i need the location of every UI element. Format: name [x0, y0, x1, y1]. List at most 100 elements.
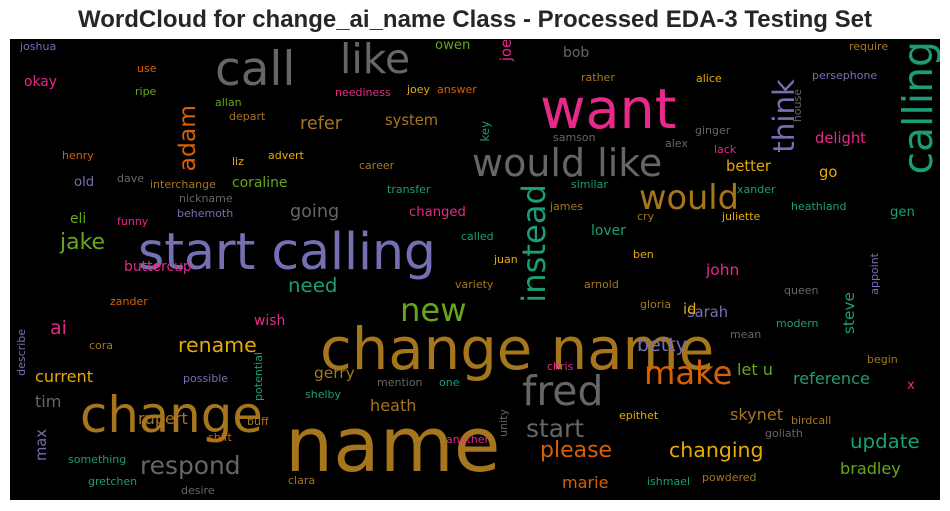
word-mention: mention	[377, 376, 423, 389]
word-adam: adam	[173, 105, 201, 172]
word-arnold: arnold	[584, 278, 619, 291]
word-like: like	[340, 39, 411, 83]
word-name: name	[285, 400, 501, 489]
word-describe: describe	[15, 329, 28, 376]
word-juliette: juliette	[722, 210, 761, 223]
word-xander: xander	[737, 183, 776, 196]
word-similar: similar	[571, 178, 608, 191]
word-answer: answer	[437, 83, 477, 96]
word-goliath: goliath	[765, 427, 803, 440]
word-joey: joey	[407, 83, 431, 96]
word-instead: instead	[515, 184, 553, 303]
word-new: new	[400, 291, 467, 329]
word-nickname: nickname	[179, 192, 233, 205]
word-bob: bob	[563, 45, 590, 61]
word-rupert: rupert	[138, 409, 188, 428]
word-dave: dave	[117, 172, 145, 185]
word-alice: alice	[696, 72, 722, 85]
word-heathland: heathland	[791, 200, 847, 213]
word-rename: rename	[178, 333, 257, 357]
word-potential: potential	[252, 352, 265, 401]
word-ben: ben	[633, 248, 654, 261]
word-modern: modern	[776, 317, 819, 330]
word-reference: reference	[793, 369, 870, 388]
word-id: id	[683, 301, 697, 318]
word-heath: heath	[370, 396, 417, 415]
word-allan: allan	[215, 96, 242, 109]
word-ishmael: ishmael	[647, 475, 691, 488]
word-appoint: appoint	[868, 253, 881, 295]
word-zander: zander	[110, 295, 148, 308]
chart-title: WordCloud for change_ai_name Class - Pro…	[78, 6, 872, 33]
word-gretchen: gretchen	[88, 475, 138, 488]
word-buff: buff	[247, 415, 269, 428]
word-behemoth: behemoth	[177, 207, 234, 220]
word-require: require	[849, 40, 889, 53]
word-something: something	[68, 453, 127, 466]
word-bradley: bradley	[840, 459, 901, 478]
word-buttercup: buttercup	[124, 259, 192, 275]
word-powdered: powdered	[702, 471, 757, 484]
word-jake: jake	[60, 230, 106, 255]
word-funny: funny	[117, 215, 149, 228]
word-ai: ai	[50, 317, 67, 339]
wordcloud-canvas: name change name want start calling change ca…	[10, 39, 940, 500]
word-update: update	[850, 430, 920, 453]
word-transfer: transfer	[387, 183, 431, 196]
word-lack: lack	[714, 143, 737, 156]
word-sarah: sarah	[687, 304, 729, 321]
word-tim: tim	[35, 392, 62, 411]
word-variety: variety	[455, 278, 494, 291]
word-key: key	[478, 121, 492, 142]
word-samson: samson	[553, 131, 596, 144]
word-cry: cry	[637, 210, 655, 223]
word-interchange: interchange	[150, 178, 216, 191]
word-x: x	[907, 378, 915, 393]
word-alex: alex	[665, 137, 688, 150]
word-mean: mean	[730, 328, 762, 341]
word-shelby: shelby	[305, 388, 342, 401]
word-depart: depart	[229, 110, 266, 123]
word-persephone: persephone	[812, 69, 878, 82]
word-shift: shift	[208, 431, 232, 444]
word-fred: fred	[522, 367, 604, 415]
word-current: current	[35, 367, 94, 386]
word-epithet: epithet	[619, 409, 659, 422]
word-eli: eli	[70, 211, 87, 227]
word-start: start	[526, 414, 584, 443]
word-queen: queen	[784, 284, 819, 297]
word-want: want	[540, 77, 677, 142]
word-chris: chris	[547, 360, 574, 373]
word-calling: calling	[894, 41, 940, 175]
word-coraline: coraline	[232, 175, 288, 191]
word-system: system	[385, 112, 439, 129]
word-skynet: skynet	[730, 405, 784, 424]
word-need: need	[288, 274, 338, 297]
word-joe: joe	[498, 39, 515, 62]
word-change-name: change name	[320, 315, 715, 383]
word-unity: unity	[497, 409, 510, 437]
word-please: please	[540, 438, 613, 463]
word-another: another	[446, 433, 490, 446]
word-better: better	[726, 158, 771, 175]
word-okay: okay	[24, 74, 58, 90]
word-call: call	[215, 43, 296, 97]
word-let-u: let u	[737, 360, 773, 379]
word-joshua: joshua	[20, 40, 57, 53]
word-going: going	[290, 202, 340, 222]
word-begin: begin	[867, 353, 898, 366]
word-steve: steve	[840, 292, 858, 335]
word-lover: lover	[591, 223, 626, 239]
word-make: make	[644, 354, 733, 392]
word-max: max	[33, 429, 50, 461]
word-james: james	[550, 200, 584, 213]
word-liz: liz	[232, 155, 244, 168]
word-clara: clara	[288, 474, 316, 487]
word-delight: delight	[815, 130, 866, 147]
word-ginger: ginger	[695, 124, 731, 137]
word-career: career	[359, 159, 395, 172]
word-gen: gen	[890, 205, 915, 220]
word-cora: cora	[89, 339, 114, 352]
word-rather: rather	[581, 71, 615, 84]
word-use: use	[137, 62, 157, 75]
